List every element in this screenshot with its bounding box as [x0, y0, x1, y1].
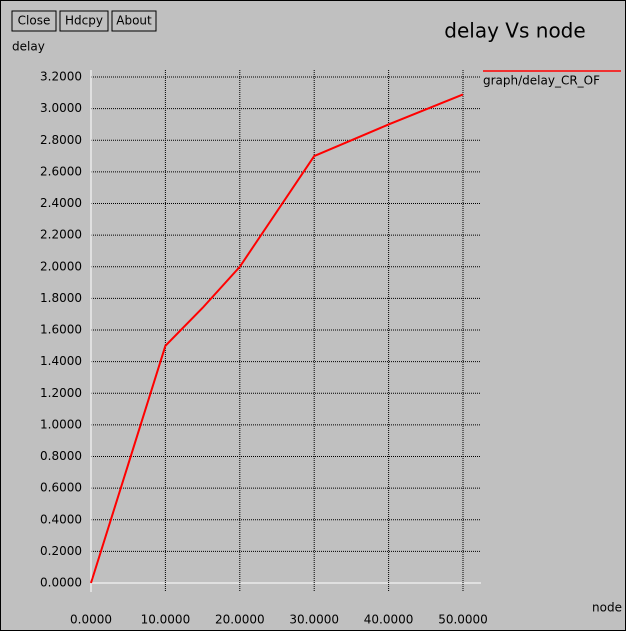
- button-frame[interactable]: [59, 10, 109, 32]
- chart-title: delay Vs node: [444, 19, 585, 43]
- x-tick-label: 0.0000: [70, 613, 112, 627]
- y-tick-label: 1.2000: [40, 386, 82, 400]
- button-frame[interactable]: [111, 10, 157, 32]
- y-tick-label: 2.2000: [40, 228, 82, 242]
- y-tick-label: 2.0000: [40, 259, 82, 273]
- y-tick-label: 1.4000: [40, 354, 82, 368]
- y-tick-label: 0.8000: [40, 449, 82, 463]
- y-tick-label: 2.4000: [40, 196, 82, 210]
- y-tick-label: 3.2000: [40, 70, 82, 84]
- legend-label: graph/delay_CR_OF: [483, 74, 600, 88]
- about-button[interactable]: About: [111, 10, 157, 32]
- data-line: [90, 93, 464, 584]
- button-frame[interactable]: [11, 10, 57, 32]
- x-tick-label: 20.0000: [215, 613, 265, 627]
- y-tick-label: 1.8000: [40, 291, 82, 305]
- y-tick-label: 2.8000: [40, 133, 82, 147]
- button-label[interactable]: Close: [18, 14, 51, 28]
- x-tick-label: 40.0000: [364, 613, 414, 627]
- close-button[interactable]: Close: [11, 10, 57, 32]
- button-label[interactable]: About: [116, 14, 152, 28]
- hdcpy-button[interactable]: Hdcpy: [59, 10, 109, 32]
- y-tick-label: 2.6000: [40, 164, 82, 178]
- button-label[interactable]: Hdcpy: [65, 14, 103, 28]
- y-tick-label: 3.0000: [40, 101, 82, 115]
- x-axis-label: node: [592, 601, 622, 615]
- y-axis-label: delay: [12, 40, 45, 54]
- y-tick-label: 0.6000: [40, 481, 82, 495]
- y-tick-label: 0.2000: [40, 544, 82, 558]
- x-tick-label: 10.0000: [141, 613, 191, 627]
- y-tick-label: 1.6000: [40, 323, 82, 337]
- x-tick-label: 30.0000: [289, 613, 339, 627]
- y-tick-label: 0.0000: [40, 576, 82, 590]
- x-tick-label: 50.0000: [438, 613, 488, 627]
- y-tick-label: 1.0000: [40, 417, 82, 431]
- y-tick-label: 0.4000: [40, 512, 82, 526]
